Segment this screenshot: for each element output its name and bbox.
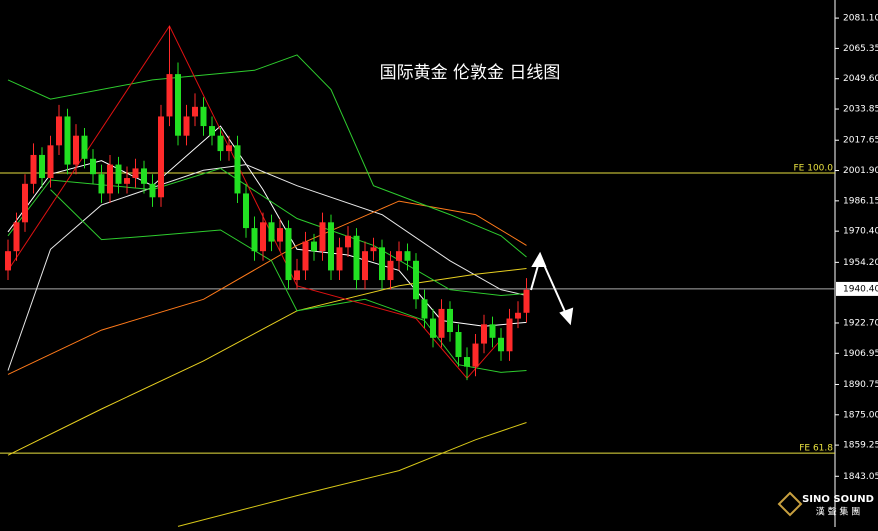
candle-body <box>345 235 351 248</box>
indicator-line <box>7 167 527 297</box>
candle-body <box>98 174 105 194</box>
candle-body <box>149 183 156 198</box>
candle-body <box>81 135 88 159</box>
candle-body <box>158 116 164 198</box>
candle-body <box>260 222 266 252</box>
y-tick-label: 1922.70 <box>843 318 878 328</box>
candle-body <box>328 222 334 271</box>
indicator-line <box>7 164 527 371</box>
indicator-line <box>50 189 527 373</box>
candle-body <box>64 116 71 165</box>
y-tick-label: 1843.05 <box>843 472 878 482</box>
candle-body <box>285 228 292 281</box>
candle-body <box>132 168 139 179</box>
candle-body <box>226 145 232 152</box>
candle-body <box>353 235 360 281</box>
arrow-head <box>559 307 574 326</box>
candle-body <box>387 260 394 281</box>
candle-body <box>302 241 309 271</box>
indicator-line <box>7 54 527 258</box>
candle-body <box>47 145 54 179</box>
level-label: FE 100.0 <box>794 164 834 174</box>
candle-body <box>243 193 249 229</box>
logo-icon <box>777 491 803 517</box>
y-tick-label: 2033.85 <box>843 105 878 115</box>
candle-body <box>413 260 419 300</box>
candle-body <box>336 247 343 271</box>
candle-body <box>319 222 326 252</box>
candle-body <box>498 337 504 352</box>
candle-body <box>13 222 20 252</box>
candle-body <box>141 168 147 184</box>
candle-body <box>506 318 513 352</box>
candle-body <box>455 332 462 358</box>
candle-body <box>166 74 173 117</box>
candle-body <box>217 135 224 152</box>
level-label: FE 61.8 <box>799 444 833 454</box>
indicator-line <box>7 24 502 379</box>
candle-body <box>472 343 479 367</box>
candle-body <box>5 251 11 271</box>
chart-title: 国际黄金 伦敦金 日线图 <box>380 63 561 83</box>
candle-body <box>294 270 300 281</box>
y-tick-label: 1890.75 <box>843 380 878 390</box>
candle-body <box>251 228 258 252</box>
candle-body <box>115 164 122 184</box>
y-tick-label: 1970.40 <box>843 227 878 237</box>
candle-body <box>30 154 37 184</box>
price-label: 1940.40 <box>843 284 878 294</box>
indicator-line <box>177 422 527 527</box>
logo: SINO SOUND 漢 聲 集 團 <box>777 491 874 518</box>
candle-body <box>192 106 198 117</box>
candle-body <box>22 183 28 223</box>
y-tick-label: 2081.10 <box>843 14 878 24</box>
candle-body <box>515 312 521 319</box>
y-tick-label: 2017.65 <box>843 136 878 146</box>
candle-body <box>200 106 207 127</box>
candle-body <box>73 135 79 165</box>
y-tick-label: 1875.00 <box>843 410 878 420</box>
candle-body <box>183 116 190 136</box>
candle-body <box>39 154 45 179</box>
candle-body <box>90 158 96 175</box>
y-tick-label: 1954.20 <box>843 258 878 268</box>
candle-body <box>379 247 385 281</box>
candle-body <box>421 299 428 319</box>
y-tick-label: 1986.15 <box>843 196 878 206</box>
candle-body <box>56 116 62 146</box>
candle-body <box>311 241 317 252</box>
price-box <box>836 281 878 296</box>
y-tick-label: 2065.35 <box>843 44 878 54</box>
candle-body <box>234 145 241 194</box>
candle-body <box>107 164 113 194</box>
forecast-arrows <box>530 251 574 326</box>
indicator-line <box>7 200 527 375</box>
candle-body <box>481 324 487 344</box>
y-tick-label: 2049.60 <box>843 74 878 84</box>
y-tick-label: 2001.90 <box>843 166 878 176</box>
candle-body <box>362 251 368 281</box>
logo-brand: SINO SOUND <box>802 494 874 505</box>
candle-body <box>464 357 470 367</box>
candle-body <box>438 308 445 338</box>
plot: 2081.10 2065.35 2049.60 2033.85 2017.65 2001.… <box>0 14 878 527</box>
candle-body <box>209 126 215 136</box>
candle-body <box>447 308 453 333</box>
y-tick-label: 1859.25 <box>843 441 878 451</box>
candle-body <box>268 222 275 242</box>
logo-sub: 漢 聲 集 團 <box>816 506 861 518</box>
candle-body <box>175 74 181 136</box>
candle-body <box>277 228 283 242</box>
candle-body <box>523 289 530 313</box>
candle-body <box>430 318 436 338</box>
arrow-down <box>540 257 567 315</box>
candle-body <box>396 251 402 261</box>
candle-body <box>404 251 411 261</box>
candle-body <box>124 178 130 184</box>
candle-body <box>489 324 496 338</box>
candle-body <box>370 247 377 252</box>
y-tick-label: 1906.95 <box>843 349 878 359</box>
